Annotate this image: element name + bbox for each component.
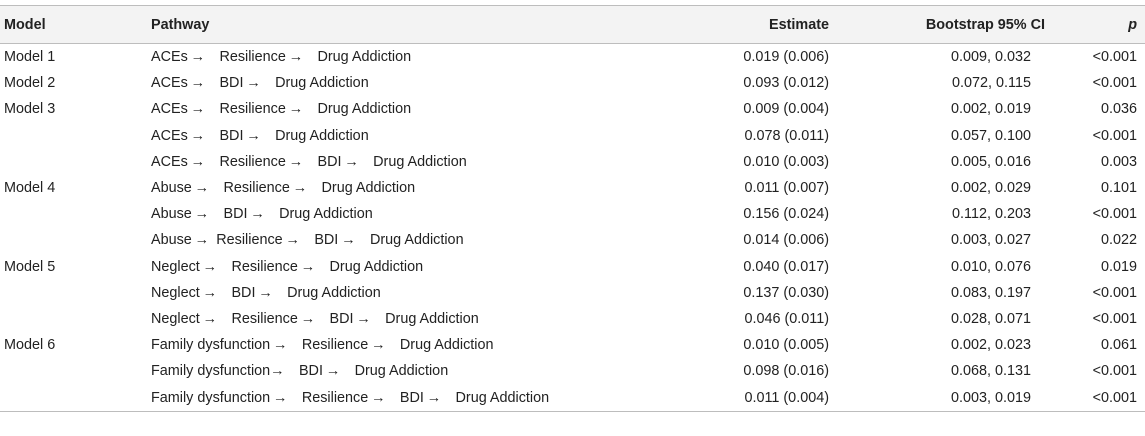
cell-pathway: Abuse → Resilience → Drug Addiction — [151, 180, 416, 197]
cell-estimate: 0.046 (0.011) — [744, 310, 829, 327]
cell-pathway: ACEs → Resilience → BDI → Drug Addiction — [151, 153, 467, 170]
table-row: Neglect → BDI → Drug Addiction 0.137 (0.… — [0, 280, 1145, 306]
cell-model — [0, 306, 151, 332]
table-body: Model 1 ACEs → Resilience → Drug Addicti… — [0, 44, 1145, 412]
table-row: Model 5 Neglect → Resilience → Drug Addi… — [0, 254, 1145, 280]
cell-estimate: 0.098 (0.016) — [743, 363, 829, 380]
cell-bootstrap-ci: 0.003, 0.019 — [950, 389, 1031, 406]
cell-model — [0, 358, 151, 384]
cell-p-value: 0.003 — [1100, 153, 1137, 170]
cell-bootstrap-ci: 0.005, 0.016 — [950, 153, 1031, 170]
cell-p-value: <0.001 — [1092, 206, 1137, 223]
cell-estimate: 0.156 (0.024) — [743, 206, 829, 223]
cell-estimate: 0.019 (0.006) — [743, 49, 829, 66]
cell-bootstrap-ci: 0.010, 0.076 — [950, 258, 1031, 275]
cell-estimate: 0.010 (0.003) — [743, 153, 829, 170]
cell-model: Model 3 — [4, 101, 56, 118]
header-model: Model — [4, 16, 46, 33]
cell-pathway: ACEs → BDI → Drug Addiction — [151, 75, 369, 92]
cell-estimate: 0.137 (0.030) — [743, 284, 829, 301]
cell-estimate: 0.011 (0.004) — [744, 389, 829, 406]
table-row: Family dysfunction → Resilience → BDI → … — [0, 384, 1145, 412]
cell-bootstrap-ci: 0.003, 0.027 — [950, 232, 1031, 249]
table-row: Abuse → BDI → Drug Addiction 0.156 (0.02… — [0, 201, 1145, 227]
cell-estimate: 0.011 (0.007) — [744, 180, 829, 197]
cell-pathway: Abuse → BDI → Drug Addiction — [151, 206, 373, 223]
cell-model — [0, 149, 151, 175]
cell-p-value: 0.036 — [1100, 101, 1137, 118]
cell-pathway: Family dysfunction → Resilience → BDI → … — [151, 389, 550, 406]
cell-model — [0, 123, 151, 149]
cell-p-value: 0.061 — [1100, 337, 1137, 354]
cell-estimate: 0.078 (0.011) — [744, 127, 829, 144]
cell-bootstrap-ci: 0.002, 0.029 — [950, 180, 1031, 197]
mediation-results-table: Model Pathway Estimate Bootstrap 95% CI … — [0, 5, 1145, 412]
cell-pathway: Neglect → BDI → Drug Addiction — [151, 284, 381, 301]
cell-pathway: Neglect → Resilience → Drug Addiction — [151, 258, 424, 275]
cell-model: Model 1 — [4, 49, 56, 66]
cell-bootstrap-ci: 0.057, 0.100 — [950, 127, 1031, 144]
cell-pathway: ACEs → BDI → Drug Addiction — [151, 127, 369, 144]
cell-estimate: 0.093 (0.012) — [743, 75, 829, 92]
cell-estimate: 0.010 (0.005) — [743, 337, 829, 354]
cell-model — [0, 280, 151, 306]
cell-bootstrap-ci: 0.009, 0.032 — [950, 49, 1031, 66]
cell-pathway: Family dysfunction → Resilience → Drug A… — [151, 337, 494, 354]
cell-pathway: Family dysfunction→ BDI → Drug Addiction — [151, 363, 449, 380]
cell-model — [0, 227, 151, 253]
cell-bootstrap-ci: 0.072, 0.115 — [952, 75, 1031, 92]
cell-model — [0, 201, 151, 227]
table-row: Model 3 ACEs → Resilience → Drug Addicti… — [0, 96, 1145, 122]
table-row: Model 2 ACEs → BDI → Drug Addiction 0.09… — [0, 70, 1145, 96]
table-row: ACEs → BDI → Drug Addiction 0.078 (0.011… — [0, 123, 1145, 149]
cell-bootstrap-ci: 0.112, 0.203 — [952, 206, 1031, 223]
cell-p-value: 0.101 — [1100, 180, 1137, 197]
cell-pathway: Neglect → Resilience → BDI → Drug Addict… — [151, 310, 479, 327]
header-estimate: Estimate — [769, 16, 829, 33]
cell-p-value: <0.001 — [1092, 284, 1137, 301]
cell-p-value: <0.001 — [1092, 49, 1137, 66]
cell-pathway: Abuse → Resilience → BDI → Drug Addictio… — [151, 232, 464, 249]
cell-p-value: 0.022 — [1100, 232, 1137, 249]
cell-p-value: <0.001 — [1092, 127, 1137, 144]
cell-pathway: ACEs → Resilience → Drug Addiction — [151, 49, 412, 66]
header-bootstrap-ci: Bootstrap 95% CI — [925, 16, 1045, 33]
table-row: Model 6 Family dysfunction → Resilience … — [0, 332, 1145, 358]
cell-pathway: ACEs → Resilience → Drug Addiction — [151, 101, 412, 118]
cell-model: Model 4 — [4, 180, 56, 197]
cell-bootstrap-ci: 0.083, 0.197 — [950, 284, 1031, 301]
cell-bootstrap-ci: 0.002, 0.019 — [950, 101, 1031, 118]
cell-p-value: <0.001 — [1092, 75, 1137, 92]
table-row: ACEs → Resilience → BDI → Drug Addiction… — [0, 149, 1145, 175]
cell-p-value: 0.019 — [1100, 258, 1137, 275]
cell-p-value: <0.001 — [1092, 389, 1137, 406]
cell-p-value: <0.001 — [1092, 363, 1137, 380]
cell-estimate: 0.014 (0.006) — [743, 232, 829, 249]
cell-model: Model 6 — [4, 337, 56, 354]
header-pathway: Pathway — [151, 16, 210, 33]
cell-model: Model 5 — [4, 258, 56, 275]
cell-bootstrap-ci: 0.002, 0.023 — [950, 337, 1031, 354]
header-row: Model Pathway Estimate Bootstrap 95% CI … — [0, 5, 1145, 44]
cell-estimate: 0.040 (0.017) — [743, 258, 829, 275]
header-p-value: p — [1128, 16, 1137, 33]
table-header: Model Pathway Estimate Bootstrap 95% CI … — [0, 5, 1145, 44]
table-row: Model 1 ACEs → Resilience → Drug Addicti… — [0, 44, 1145, 71]
cell-estimate: 0.009 (0.004) — [743, 101, 829, 118]
table-row: Model 4 Abuse → Resilience → Drug Addict… — [0, 175, 1145, 201]
table-row: Neglect → Resilience → BDI → Drug Addict… — [0, 306, 1145, 332]
cell-model — [0, 384, 151, 411]
cell-model: Model 2 — [4, 75, 56, 92]
table-row: Abuse → Resilience → BDI → Drug Addictio… — [0, 227, 1145, 253]
cell-bootstrap-ci: 0.068, 0.131 — [950, 363, 1031, 380]
cell-p-value: <0.001 — [1092, 310, 1137, 327]
cell-bootstrap-ci: 0.028, 0.071 — [950, 310, 1031, 327]
table-row: Family dysfunction→ BDI → Drug Addiction… — [0, 358, 1145, 384]
